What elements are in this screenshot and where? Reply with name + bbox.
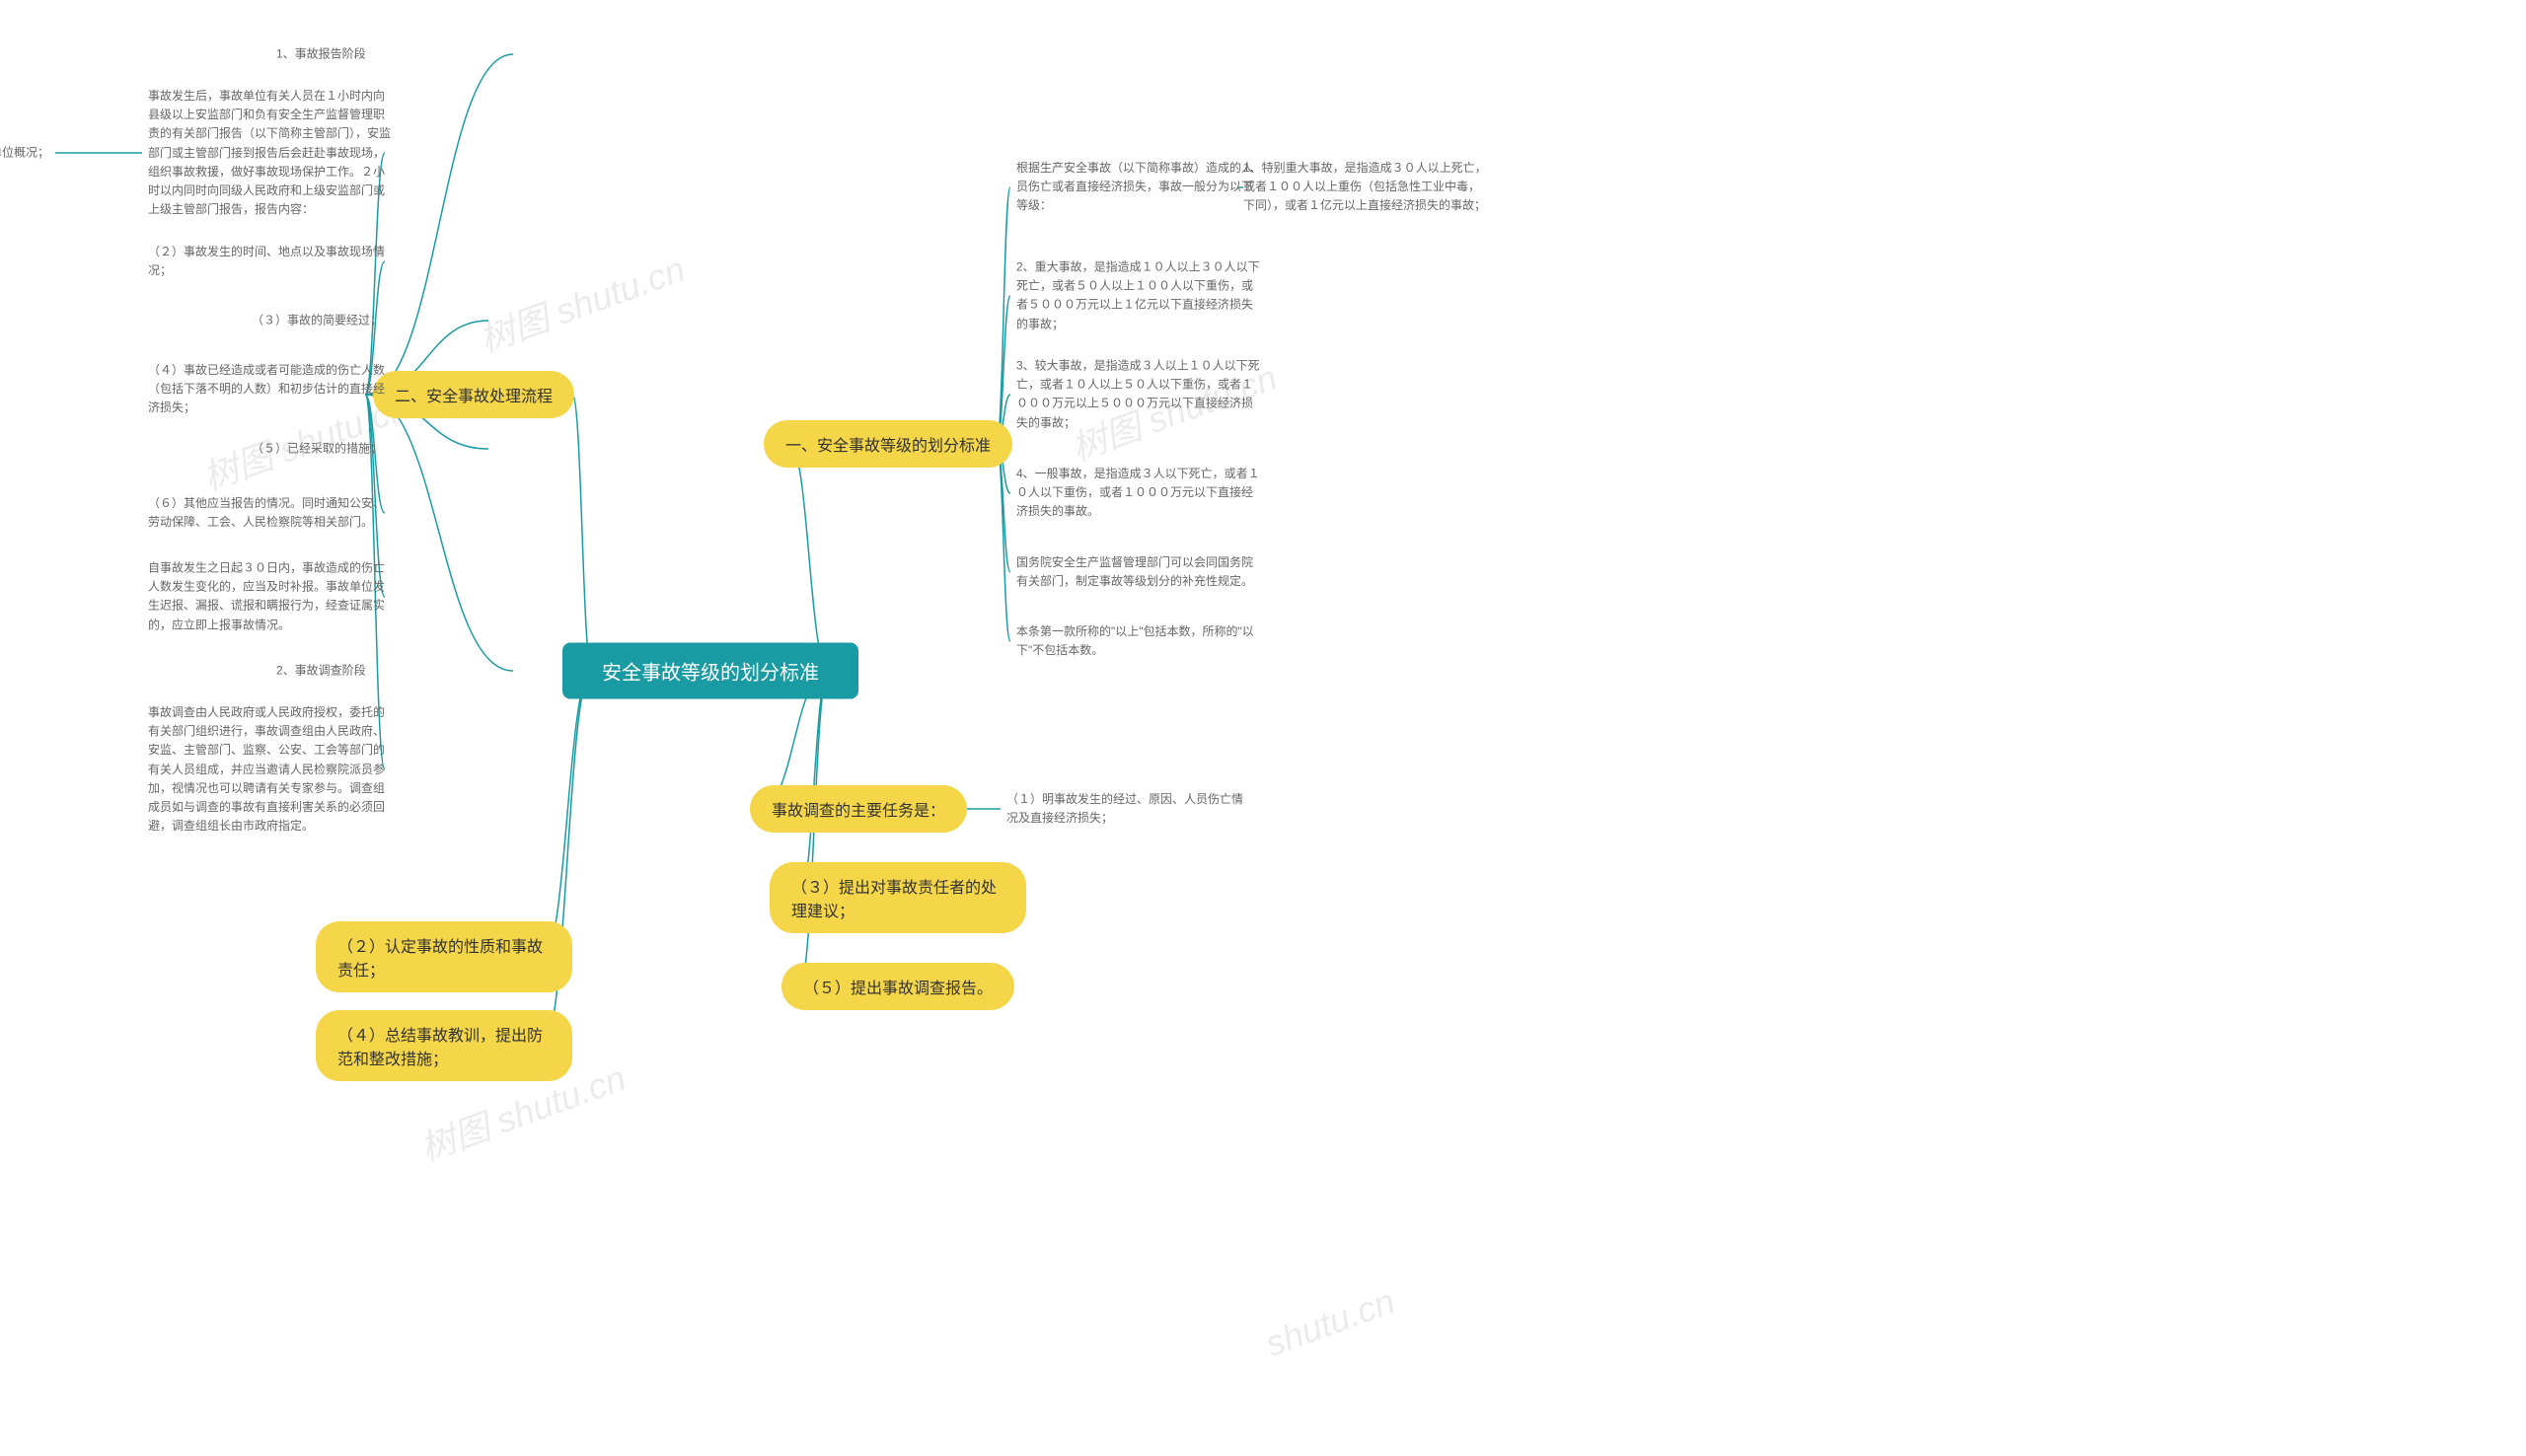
leaf-node: 事故发生后，事故单位有关人员在１小时内向县级以上安监部门和负有安全生产监督管理职… (148, 87, 395, 219)
leaf-node: 本条第一款所称的"以上"包括本数，所称的"以下"不包括本数。 (1016, 622, 1263, 660)
leaf-node: （５）已经采取的措施； (252, 439, 382, 458)
leaf-node: 国务院安全生产监督管理部门可以会同国务院有关部门，制定事故等级划分的补充性规定。 (1016, 553, 1263, 591)
leaf-node: （３）事故的简要经过； (252, 311, 382, 329)
leaf-node: 2、重大事故，是指造成１０人以上３０人以下死亡，或者５０人以上１００人以下重伤，… (1016, 258, 1263, 334)
leaf-node: 事故调查由人民政府或人民政府授权，委托的有关部门组织进行，事故调查组由人民政府、… (148, 703, 395, 836)
leaf-node: 1、事故报告阶段 (276, 44, 366, 63)
leaf-node: 4、一般事故，是指造成３人以下死亡，或者１０人以下重伤，或者１０００万元以下直接… (1016, 465, 1263, 522)
leaf-node: （１）明事故发生的经过、原因、人员伤亡情况及直接经济损失； (1006, 790, 1253, 828)
leaf-node: （６）其他应当报告的情况。同时通知公安、劳动保障、工会、人民检察院等相关部门。 (148, 494, 395, 532)
leaf-node: 根据生产安全事故（以下简称事故）造成的人员伤亡或者直接经济损失，事故一般分为以下… (1016, 159, 1263, 216)
center-node: 安全事故等级的划分标准 (562, 643, 858, 699)
watermark: shutu.cn (1260, 1280, 1400, 1365)
leaf-node: 自事故发生之日起３０日内，事故造成的伤亡人数发生变化的，应当及时补报。事故单位发… (148, 559, 395, 635)
branch-node: 事故调查的主要任务是： (750, 785, 967, 833)
watermark: 树图 shutu.cn (472, 241, 692, 362)
leaf-node: 3、较大事故，是指造成３人以上１０人以下死亡，或者１０人以上５０人以下重伤，或者… (1016, 357, 1263, 433)
branch-node: （３）提出对事故责任者的处理建议； (770, 862, 1026, 933)
leaf-node: （1）事故发生单位概况； (0, 143, 49, 162)
branch-node: （５）提出事故调查报告。 (781, 963, 1014, 1010)
branch-node: 一、安全事故等级的划分标准 (764, 420, 1012, 468)
branch-node: （４）总结事故教训，提出防范和整改措施； (316, 1010, 572, 1081)
branch-node: （２）认定事故的性质和事故责任； (316, 921, 572, 992)
leaf-node: （２）事故发生的时间、地点以及事故现场情况； (148, 243, 395, 280)
leaf-node: （４）事故已经造成或者可能造成的伤亡人数（包括下落不明的人数）和初步估计的直接经… (148, 361, 395, 418)
leaf-node: 2、事故调查阶段 (276, 661, 366, 680)
leaf-node: 1、特别重大事故，是指造成３０人以上死亡，或者１００人以上重伤（包括急性工业中毒… (1243, 159, 1490, 216)
branch-node: 二、安全事故处理流程 (373, 371, 574, 418)
